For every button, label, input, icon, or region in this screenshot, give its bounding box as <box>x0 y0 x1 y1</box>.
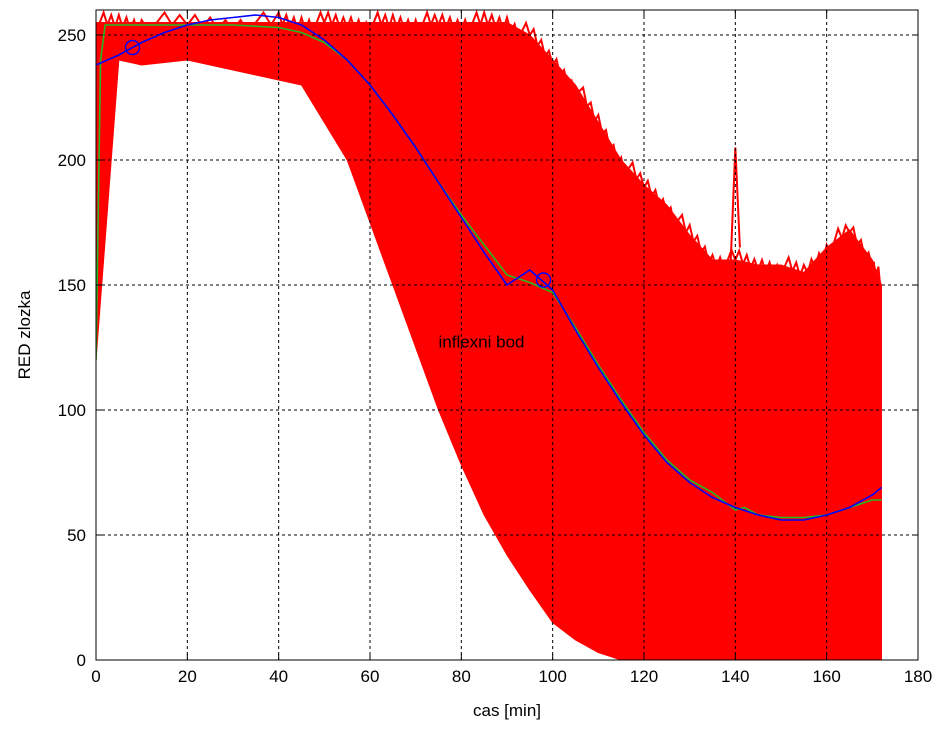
plot-frame <box>95 9 919 661</box>
marker-point-1 <box>535 272 552 288</box>
x-axis-label: cas [min] <box>473 701 541 720</box>
fit-curve <box>96 14 882 521</box>
y-tick-label: 50 <box>67 526 86 545</box>
x-tick-label: 40 <box>269 667 288 686</box>
x-tick-label: 160 <box>812 667 840 686</box>
x-tick-label: 180 <box>904 667 932 686</box>
x-tick-label: 140 <box>721 667 749 686</box>
x-tick-label: 100 <box>538 667 566 686</box>
x-tick-label: 80 <box>452 667 471 686</box>
y-tick-label: 250 <box>58 26 86 45</box>
x-tick-label: 0 <box>91 667 100 686</box>
x-tick-label: 20 <box>178 667 197 686</box>
y-axis-label: RED zlozka <box>15 290 34 379</box>
raw-traces-edge <box>96 10 881 284</box>
y-tick-label: 200 <box>58 151 86 170</box>
y-tick-label: 0 <box>77 651 86 670</box>
y-tick-label: 100 <box>58 401 86 420</box>
annotation-label: inflexni bod <box>439 333 525 352</box>
y-tick-label: 150 <box>58 276 86 295</box>
raw-trace-spike <box>729 147 741 261</box>
x-tick-label: 60 <box>361 667 380 686</box>
x-tick-label: 120 <box>630 667 658 686</box>
marker-point-0 <box>124 39 141 56</box>
